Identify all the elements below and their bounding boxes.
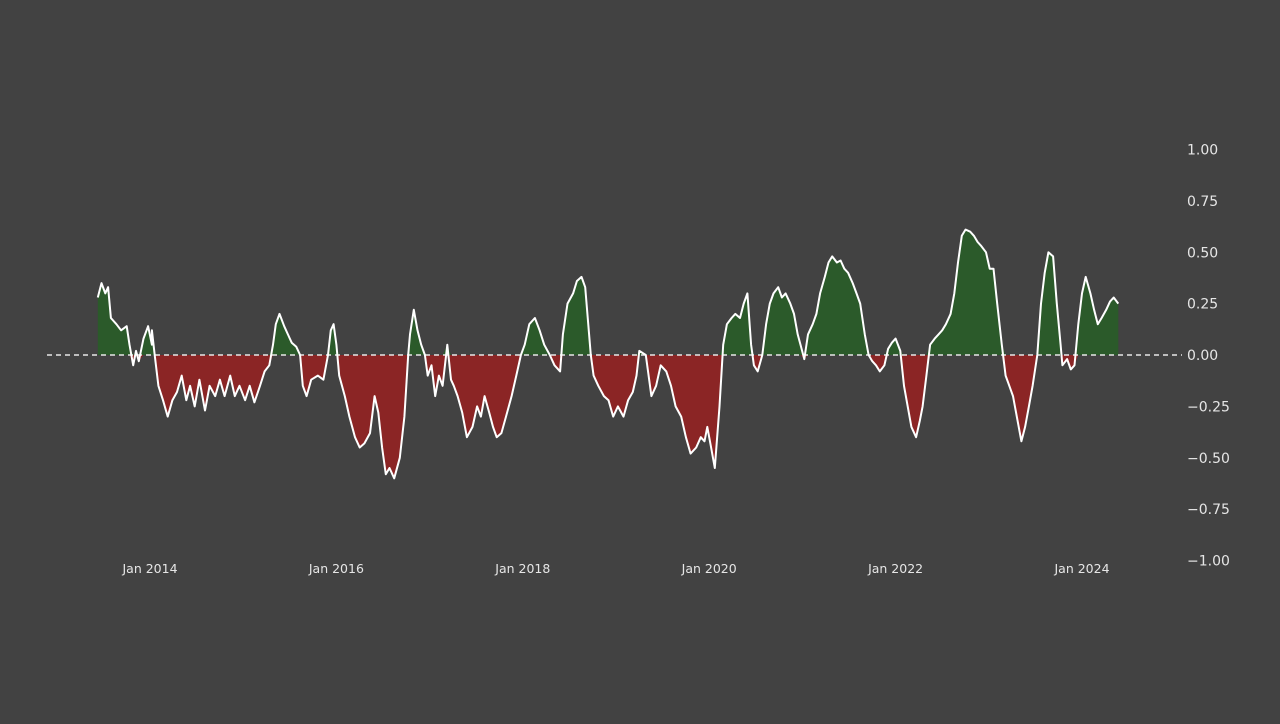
x-tick-label: Jan 2018	[494, 561, 550, 576]
y-tick-label: 0.75	[1187, 194, 1218, 210]
y-tick-label: −1.00	[1187, 554, 1230, 570]
x-tick-label: Jan 2014	[121, 561, 177, 576]
y-tick-label: −0.25	[1187, 399, 1230, 415]
y-tick-label: 1.00	[1187, 143, 1218, 159]
x-tick-label: Jan 2016	[308, 561, 364, 576]
negative-area	[97, 355, 1119, 479]
y-tick-label: −0.75	[1187, 502, 1230, 518]
x-tick-label: Jan 2022	[867, 561, 923, 576]
y-axis: 1.00 0.75 0.50 0.25 0.00 −0.25 −0.50 −0.75 −1.00	[1187, 143, 1230, 570]
y-tick-label: 0.50	[1187, 245, 1218, 261]
y-tick-label: 0.25	[1187, 297, 1218, 313]
y-tick-label: 0.00	[1187, 348, 1218, 364]
x-tick-label: Jan 2020	[681, 561, 737, 576]
series-line	[96, 228, 1120, 480]
x-tick-label: Jan 2024	[1053, 561, 1109, 576]
y-tick-label: −0.50	[1187, 451, 1230, 467]
x-axis: Jan 2014 Jan 2016 Jan 2018 Jan 2020 Jan 2022…	[121, 561, 1109, 576]
